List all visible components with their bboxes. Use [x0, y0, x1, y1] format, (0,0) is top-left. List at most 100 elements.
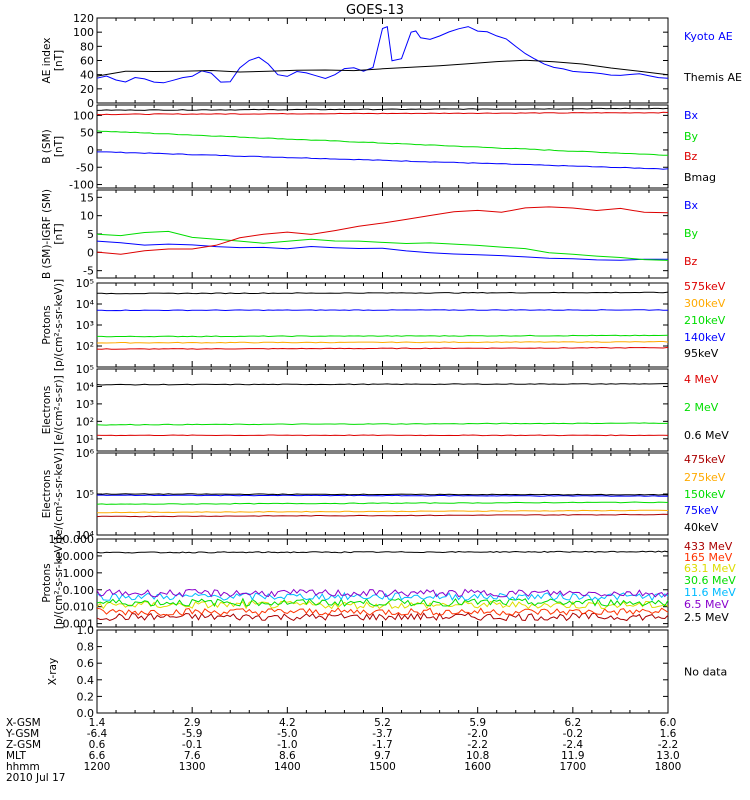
y-tick-label: 15 [80, 191, 94, 204]
y-tick-label: 0.8 [77, 641, 95, 654]
x-row-value: 5.9 [469, 717, 486, 729]
y-axis-label: [nT] [53, 223, 65, 244]
y-axis-label: X-ray [47, 658, 59, 685]
legend-entry: 275keV [684, 471, 726, 484]
y-tick-label: 1.0 [77, 624, 95, 637]
y-axis-label: [e/(cm²-s-sr-keV)] [53, 448, 65, 540]
panel-frame [96, 282, 669, 368]
y-tick-label: 10⁴ [76, 298, 95, 311]
legend-entry: 433 MeV [684, 540, 733, 553]
legend-entry: 4 MeV [684, 373, 719, 386]
x-row-value: -0.1 [182, 739, 203, 751]
panel-frame [96, 189, 669, 279]
legend-entry: 11.6 MeV [684, 586, 736, 599]
y-tick-label: 100.000 [49, 533, 95, 546]
series-line-bz [96, 111, 669, 116]
x-row-value: 13.0 [656, 750, 679, 762]
y-axis-label: B (SM)-IGRF (SM) [41, 189, 53, 279]
series-line-bz [96, 206, 669, 255]
y-tick-label: 0 [87, 246, 94, 259]
y-axis-label: [p/(cm²-s-sr-keV)] [53, 279, 65, 371]
panel-electrons_kev: 10⁴ 10⁵ 10⁶ Electrons [e/(cm²-s-sr-keV)] 475k… [41, 447, 726, 542]
y-tick-label: 10³ [76, 398, 94, 411]
series-line-433-mev [96, 612, 669, 622]
series-line-kyoto-ae [96, 26, 669, 84]
y-tick-label: 0.6 [77, 657, 95, 670]
legend-entry: 165 MeV [684, 551, 733, 564]
y-axis-label: Electrons [41, 470, 53, 519]
y-axis-label: [p/(cm²-s-sr-keV)] [53, 537, 65, 629]
legend-entry: 95keV [684, 347, 719, 360]
legend-entry: 210keV [684, 314, 726, 327]
series-line-themis-ae [96, 59, 669, 77]
y-tick-label: 1.000 [63, 567, 95, 580]
x-row-value: -5.9 [182, 728, 203, 740]
legend-entry: Bmag [684, 171, 716, 184]
legend-entry: Bz [684, 255, 698, 268]
series-line-63.1-mev [96, 600, 669, 610]
x-row-value: 8.6 [279, 750, 296, 762]
y-tick-label: 100 [73, 109, 94, 122]
y-tick-label: 80 [80, 40, 94, 53]
y-tick-label: 120 [73, 12, 94, 25]
x-row-value: 1200 [84, 761, 111, 773]
x-row-value: -6.4 [87, 728, 108, 740]
x-row-value: 1600 [464, 761, 491, 773]
legend-entry: By [684, 130, 699, 143]
y-tick-label: 0.2 [77, 690, 95, 703]
x-row-value: 1.6 [660, 728, 677, 740]
series-line-275kev [96, 509, 669, 514]
series-line-bx [97, 151, 669, 170]
x-row-value: -5.0 [277, 728, 298, 740]
y-tick-label: 10⁴ [76, 529, 95, 542]
y-axis-label: Protons [41, 563, 53, 602]
legend-entry: 75keV [684, 504, 719, 517]
x-row-label: Y-GSM [5, 728, 39, 740]
legend-entry: 475keV [684, 453, 726, 466]
x-row-value: 1300 [179, 761, 206, 773]
x-row-value: -2.2 [467, 739, 488, 751]
legend-entry: By [684, 227, 699, 240]
legend-entry: 0.6 MeV [684, 429, 729, 442]
legend-entry: 2.5 MeV [684, 611, 729, 624]
legend-entry: 575keV [684, 280, 726, 293]
panel-b: -100 -50 0 50 100 B (SM) [nT] Bx By Bz Bmag [41, 104, 716, 192]
x-row-value: -2.0 [467, 728, 488, 740]
no-data-note: No data [684, 666, 727, 679]
y-tick-label: -50 [76, 161, 94, 174]
x-row-value: -2.2 [658, 739, 679, 751]
x-row-value: 4.2 [279, 717, 296, 729]
series-line-4-mev [96, 434, 669, 437]
legend-entry: Themis AE [683, 71, 742, 84]
x-row-label: Z-GSM [6, 739, 41, 751]
y-axis-label: Electrons [41, 386, 53, 435]
x-row-value: 9.7 [374, 750, 391, 762]
y-tick-label: 10.000 [56, 550, 95, 563]
y-tick-label: 40 [80, 69, 94, 82]
plot-title: GOES-13 [346, 3, 404, 18]
series-line-6.5-mev [96, 588, 669, 598]
x-row-value: 7.6 [184, 750, 201, 762]
series-line-475kev [96, 513, 669, 518]
series-line-40kev [96, 493, 669, 496]
legend-entry: Bx [684, 109, 699, 122]
legend-entry: 2 MeV [684, 401, 719, 414]
x-row-value: 1.4 [89, 717, 106, 729]
y-tick-label: 20 [80, 83, 94, 96]
panel-frame [96, 104, 669, 189]
x-row-value: -1.7 [372, 739, 393, 751]
x-row-value: 2.9 [184, 717, 201, 729]
x-row-value: 1400 [274, 761, 301, 773]
x-row-value: 1800 [655, 761, 682, 773]
y-tick-label: 50 [80, 127, 94, 140]
series-line-165-mev [96, 607, 669, 617]
legend-entry: 63.1 MeV [684, 562, 736, 575]
x-row-value: 11.9 [561, 750, 584, 762]
series-line-75kev [96, 494, 669, 497]
series-line-575kev [96, 346, 669, 350]
y-tick-label: 0 [87, 97, 94, 110]
series-line-by [96, 230, 669, 261]
panel-frame [96, 368, 669, 452]
panel-frame [96, 629, 669, 714]
